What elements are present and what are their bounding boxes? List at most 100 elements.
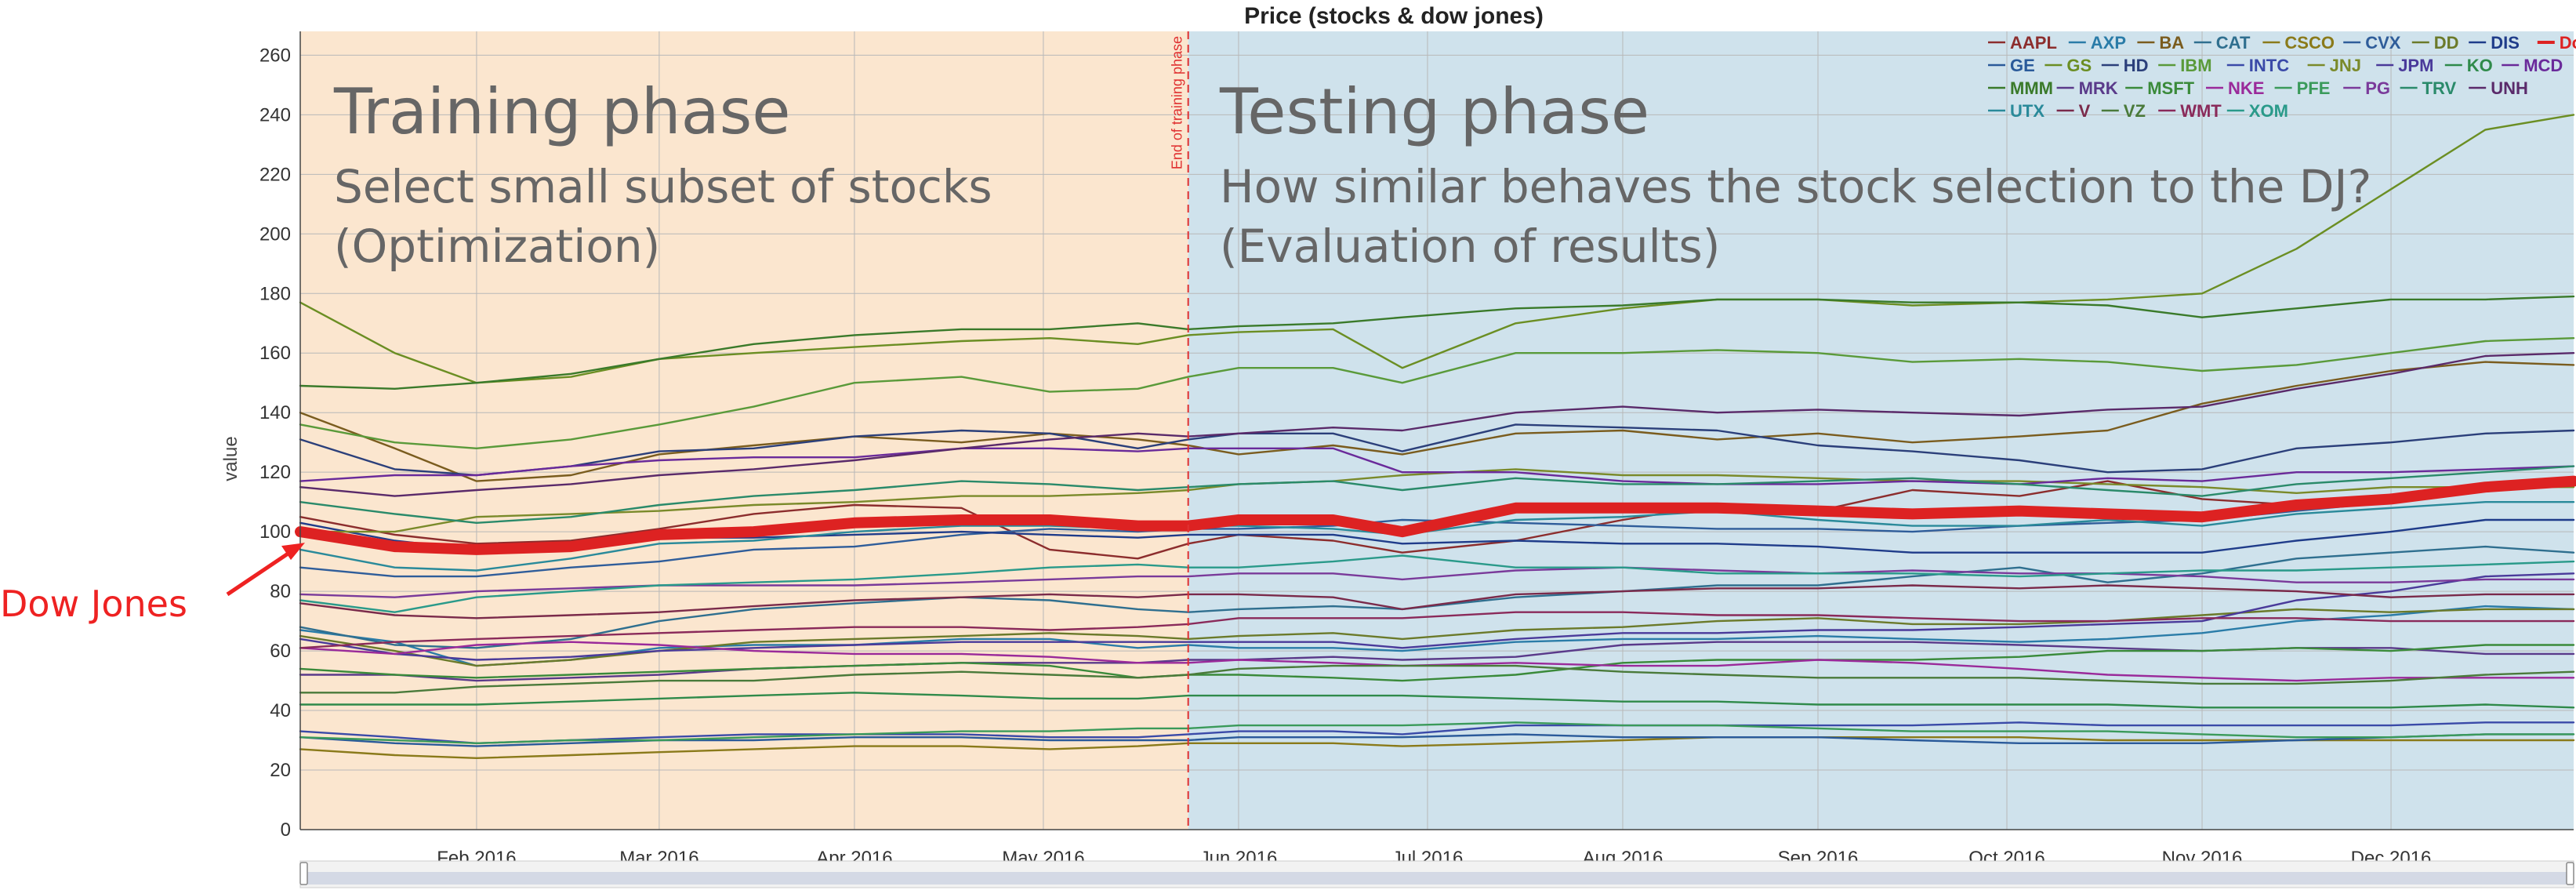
legend-item-mmm: MMM — [1988, 78, 2053, 98]
legend-label: AAPL — [2010, 33, 2057, 53]
legend-item-mcd: MCD — [2502, 56, 2563, 75]
series-line-axp — [299, 605, 2575, 667]
dow-jones-annotation-label: Dow Jones — [0, 583, 187, 625]
series-line-v — [299, 584, 2575, 619]
legend-label: PFE — [2297, 78, 2331, 98]
legend-label: V — [2079, 101, 2091, 121]
series-line-csco — [299, 736, 2575, 759]
y-tick-label: 100 — [259, 521, 291, 543]
series-lines — [295, 114, 2576, 759]
series-line-aapl — [299, 480, 2575, 560]
legend-label: MCD — [2523, 56, 2563, 75]
testing-phase-line2: (Evaluation of results) — [1220, 220, 1720, 273]
y-tick-label: 120 — [259, 462, 291, 483]
series-line-intc — [299, 721, 2575, 744]
legend-label: NKE — [2228, 78, 2264, 98]
legend-label: IBM — [2180, 56, 2211, 75]
legend-item-msft: MSFT — [2125, 78, 2195, 98]
series-line-ibm — [299, 337, 2575, 449]
legend-item-v: V — [2056, 101, 2091, 121]
range-slider-left-handle[interactable] — [299, 862, 308, 885]
legend-label: BA — [2159, 33, 2184, 53]
legend-label: KO — [2467, 56, 2493, 75]
training-phase-line2: (Optimization) — [334, 220, 660, 273]
y-tick-label: 220 — [259, 164, 291, 185]
series-line-xom — [299, 554, 2575, 613]
legend-item-xom: XOM — [2226, 101, 2288, 121]
y-tick-label: 140 — [259, 402, 291, 423]
series-line-mcd — [299, 447, 2575, 485]
legend-label: PG — [2365, 78, 2390, 98]
y-tick-label: 60 — [270, 641, 291, 662]
legend-item-dis: DIS — [2469, 33, 2520, 53]
legend-item-pfe: PFE — [2274, 78, 2331, 98]
legend-item-vz: VZ — [2101, 101, 2146, 121]
legend-label: CVX — [2365, 33, 2401, 53]
legend-label: GS — [2066, 56, 2092, 75]
legend-item-unh: UNH — [2469, 78, 2528, 98]
legend-label: UNH — [2491, 78, 2528, 98]
legend-label: HD — [2124, 56, 2149, 75]
y-tick-label: 20 — [270, 760, 291, 781]
series-line-unh — [299, 352, 2575, 497]
legend-label: JNJ — [2330, 56, 2361, 75]
annotation-arrow-line — [226, 546, 299, 597]
legend-item-dd: DD — [2411, 33, 2459, 53]
legend-label: GE — [2010, 56, 2035, 75]
legend-item-cat: CAT — [2193, 33, 2251, 53]
legend-label: MRK — [2079, 78, 2118, 98]
range-slider[interactable] — [299, 860, 2574, 888]
legend-item-ko: KO — [2444, 56, 2493, 75]
chart-title: Price (stocks & dow jones) — [1244, 3, 1544, 29]
legend-label: CAT — [2216, 33, 2251, 53]
series-line-ba — [299, 361, 2575, 482]
training-end-label: End of training phase — [1170, 36, 1185, 169]
legend-item-trv: TRV — [2400, 78, 2457, 98]
testing-phase-title: Testing phase — [1219, 75, 1649, 148]
series-line-hd — [299, 423, 2575, 477]
legend-item-jpm: JPM — [2376, 56, 2433, 75]
legend-item-nke: NKE — [2206, 78, 2264, 98]
legend-label: CSCO — [2284, 33, 2335, 53]
annotation-arrowhead — [281, 543, 305, 561]
legend-item-cvx: CVX — [2343, 33, 2401, 53]
legend-item-utx: UTX — [1988, 101, 2044, 121]
y-tick-label: 80 — [270, 581, 291, 602]
training-phase-title: Training phase — [333, 75, 791, 148]
legend-item-jnj: JNJ — [2307, 56, 2361, 75]
legend-item-gs: GS — [2044, 56, 2092, 75]
series-line-nke — [299, 641, 2575, 682]
range-slider-preview — [300, 872, 2574, 885]
series-line-cat — [299, 545, 2575, 649]
y-tick-label: 40 — [270, 700, 291, 721]
legend-label: MSFT — [2147, 78, 2194, 98]
legend-label: INTC — [2249, 56, 2289, 75]
legend-label: MMM — [2010, 78, 2053, 98]
series-line-vz — [299, 664, 2575, 694]
y-tick-label: 160 — [259, 343, 291, 364]
legend-item-ge: GE — [1988, 56, 2035, 75]
legend-label: XOM — [2249, 101, 2288, 121]
series-line-trv — [299, 465, 2575, 524]
legend-item-hd: HD — [2101, 56, 2149, 75]
y-tick-label: 180 — [259, 283, 291, 304]
series-line-utx — [299, 501, 2575, 572]
range-slider-right-handle[interactable] — [2566, 862, 2574, 885]
series-line-pfe — [299, 721, 2575, 744]
series-line-dowjones — [295, 475, 2576, 555]
series-line-ko — [299, 692, 2575, 709]
legend-label: DIS — [2491, 33, 2520, 53]
legend-label: TRV — [2422, 78, 2457, 98]
dow-jones-annotation: Dow Jones — [0, 543, 305, 625]
series-line-jnj — [299, 468, 2575, 533]
y-tick-label: 260 — [259, 45, 291, 66]
series-line-jpm — [299, 572, 2575, 661]
legend-item-csco: CSCO — [2262, 33, 2335, 53]
y-tick-label: 200 — [259, 223, 291, 245]
legend-item-wmt: WMT — [2158, 101, 2222, 121]
legend-item-pg: PG — [2343, 78, 2390, 98]
